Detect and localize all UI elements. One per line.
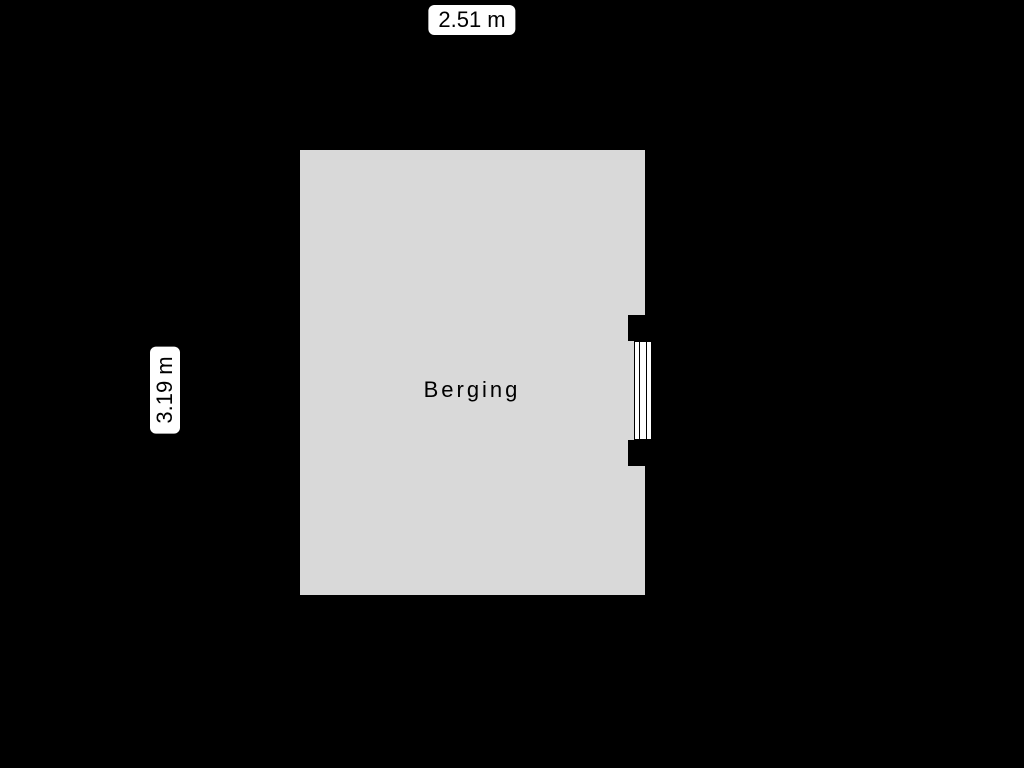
room-berging	[300, 150, 645, 595]
dimension-width-label: 2.51 m	[428, 5, 515, 35]
window-jamb-bottom	[628, 440, 658, 466]
window-inner-line-1	[639, 341, 640, 440]
window-frame	[634, 341, 652, 440]
window-inner-line-2	[646, 341, 647, 440]
floorplan-canvas: Berging 2.51 m 3.19 m	[0, 0, 1024, 768]
dimension-height-label: 3.19 m	[150, 346, 180, 433]
window-jamb-top	[628, 315, 658, 341]
room-label-berging: Berging	[424, 377, 521, 403]
